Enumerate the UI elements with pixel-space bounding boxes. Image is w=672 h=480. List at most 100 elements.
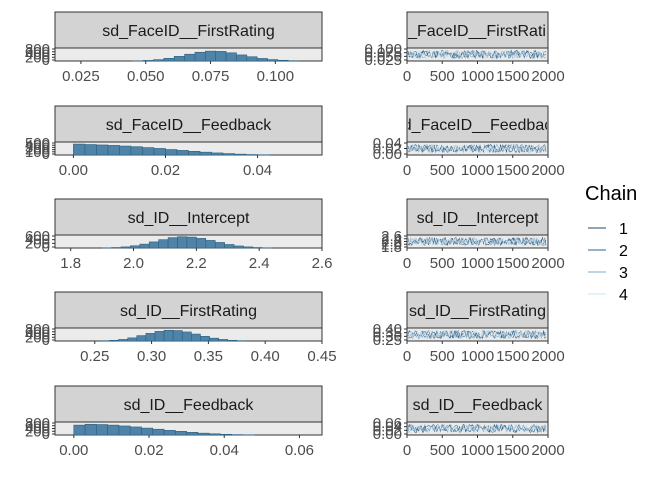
histogram-bar — [129, 426, 142, 436]
histogram-bar — [167, 237, 178, 249]
x-tick-label: 0.40 — [251, 348, 280, 365]
y-tick-label: 600 — [25, 228, 50, 245]
histogram-bar — [214, 242, 225, 249]
x-tick-label: 1000 — [461, 255, 494, 272]
histogram-bar — [194, 51, 206, 62]
histogram-bar — [142, 60, 154, 62]
panel-title: sd_ID__Intercept — [417, 210, 539, 227]
y-tick-label: 2.0 — [381, 236, 402, 253]
histogram-bar — [153, 59, 165, 62]
histogram-bar — [163, 430, 176, 436]
y-tick-label: 0.025 — [364, 52, 402, 69]
y-tick-label: 0.04 — [373, 135, 402, 152]
histogram-bar — [186, 236, 197, 249]
y-tick-label: 0 — [42, 52, 50, 69]
x-tick-label: 1500 — [496, 68, 529, 85]
x-tick-label: 2000 — [531, 442, 564, 459]
trace-line-chain-4 — [407, 423, 547, 434]
x-tick-label: 0.025 — [62, 68, 100, 85]
x-tick-label: 0.100 — [257, 68, 295, 85]
y-tick-label: 200 — [25, 423, 50, 440]
y-tick-label: 200 — [25, 329, 50, 346]
strip — [406, 105, 549, 143]
legend-title: Chain — [585, 183, 637, 205]
x-tick-label: 2.0 — [123, 255, 144, 272]
y-tick-label: 0 — [42, 332, 50, 349]
x-tick-label: 0.45 — [307, 348, 336, 365]
x-tick-label: 500 — [430, 255, 455, 272]
trace-line-chain-3 — [407, 329, 547, 340]
histogram-bar — [215, 51, 227, 62]
y-tick-label: 400 — [25, 421, 50, 438]
y-tick-label: 400 — [25, 327, 50, 344]
x-tick-label: 0 — [403, 348, 411, 365]
panel-title: sd_ID__FirstRating — [409, 303, 546, 320]
strip — [54, 105, 323, 143]
histogram-bar — [158, 239, 169, 249]
histogram-bar — [243, 246, 254, 249]
histogram-bar — [246, 56, 258, 62]
x-tick-label: 0.02 — [134, 442, 163, 459]
x-tick-label: 2.2 — [186, 255, 207, 272]
x-tick-label: 0.06 — [285, 442, 314, 459]
panels-layer: sd_FaceID__FirstRating80060040020000.025… — [25, 11, 565, 459]
histogram-bar — [96, 144, 109, 156]
trace-panel: sd_ID__Intercept 2.62.42.22.01.80 500 1000 1… — [381, 198, 565, 272]
histogram-bar — [227, 339, 238, 342]
legend-items: 1 2 3 4 — [588, 221, 628, 304]
histogram-bar — [152, 428, 165, 436]
histogram-bar — [139, 243, 150, 249]
histogram-bar — [73, 424, 86, 436]
panel-title: sd_ID__Feedback — [413, 397, 544, 414]
y-tick-label: 600 — [25, 44, 50, 61]
histogram-bar — [136, 335, 147, 342]
plot-area — [406, 141, 549, 156]
chain-legend: Chain 1 2 3 4 — [585, 183, 637, 304]
x-tick-label: 1500 — [496, 348, 529, 365]
histogram-bar — [267, 59, 279, 62]
x-tick-label: 2000 — [531, 68, 564, 85]
x-tick-label: 0 — [403, 255, 411, 272]
x-tick-label: 2000 — [531, 255, 564, 272]
histogram-bar — [141, 427, 154, 436]
y-tick-label: 0.100 — [364, 41, 402, 58]
panel-title: sd_FaceID__Feedback — [106, 117, 272, 134]
trace-panel: sd_ID__FirstRating 0.400.350.300.250 500 10… — [373, 291, 565, 365]
histogram-bar — [233, 245, 244, 249]
y-tick-label: 800 — [25, 321, 50, 338]
histogram-bar — [209, 337, 219, 342]
histogram-bar — [211, 152, 224, 156]
y-tick-label: 1.8 — [381, 239, 402, 256]
histogram-bar — [165, 149, 178, 156]
histogram-bar — [205, 240, 216, 249]
strip — [54, 11, 323, 49]
y-tick-label: 0.00 — [373, 146, 402, 163]
x-tick-label: 2000 — [531, 162, 564, 179]
histogram-bar — [120, 246, 131, 249]
histogram-bar — [184, 53, 196, 62]
y-tick-label: 0.050 — [364, 48, 402, 65]
x-tick-label: 1500 — [496, 442, 529, 459]
histogram-bar — [145, 333, 156, 342]
histogram-bar — [196, 238, 207, 249]
y-tick-label: 2.2 — [381, 234, 402, 251]
x-tick-label: 1.8 — [60, 255, 81, 272]
y-tick-label: 0.02 — [373, 141, 402, 158]
x-tick-label: 500 — [430, 348, 455, 365]
histogram-bar — [163, 58, 175, 62]
y-tick-label: 0.30 — [373, 328, 402, 345]
y-tick-label: 0 — [42, 239, 50, 256]
panel-title: sd_ID__FirstRating — [120, 303, 257, 320]
x-tick-label: 0.075 — [192, 68, 230, 85]
legend-label: 2 — [619, 243, 628, 260]
legend-label: 1 — [619, 221, 628, 238]
histogram-bar — [172, 330, 183, 342]
x-tick-label: 1000 — [461, 68, 494, 85]
histogram-bar — [208, 433, 221, 436]
trace-panel: sd_ID__Feedback 0.060.040.020.000 500 1000 1… — [373, 385, 565, 459]
x-tick-label: 0.050 — [127, 68, 165, 85]
y-tick-label: 200 — [25, 142, 50, 159]
strip — [54, 198, 323, 236]
